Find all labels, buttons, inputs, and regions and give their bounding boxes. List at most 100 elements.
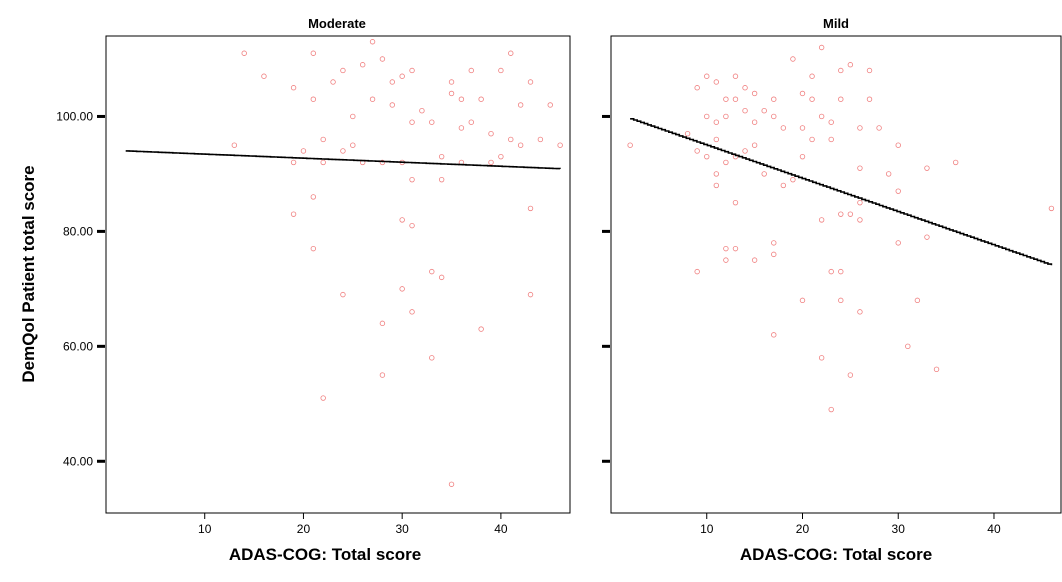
data-point [857,217,863,223]
data-point [438,176,445,183]
data-point [838,96,844,102]
data-point [290,159,297,166]
data-point [379,320,386,327]
data-point [847,62,854,68]
data-point [723,113,729,120]
data-point [876,125,882,131]
data-point [389,102,395,108]
data-point [409,309,415,315]
data-point [895,240,901,246]
data-point [340,148,346,154]
data-point [694,268,700,275]
data-point [488,159,494,166]
data-point [300,148,307,154]
data-point [818,113,825,120]
data-point [498,67,504,74]
data-point [330,79,336,85]
data-point [761,171,767,177]
data-point [732,199,739,206]
data-point [723,257,729,263]
data-point [340,291,346,298]
data-point [409,222,415,229]
x-tick-label: 10 [700,522,714,536]
data-point [448,79,455,85]
data-point [732,73,739,79]
data-point [310,245,317,252]
data-point [742,108,748,114]
data-points [231,39,563,487]
data-point [399,73,405,79]
data-point [508,136,514,143]
x-axis: 10 20 30 40 [198,513,508,536]
y-tick-label: 40.00 [63,454,93,468]
data-point [809,96,815,102]
data-point [369,96,376,102]
panel-title: Mild [823,16,849,31]
data-point [924,234,930,240]
data-point [799,153,806,160]
x-axis-title: ADAS-COG: Total score [740,545,932,564]
data-point [771,240,777,246]
data-point [458,96,465,102]
data-point [713,119,720,125]
x-tick-label: 10 [198,522,212,536]
data-point [771,96,777,102]
data-point [419,108,425,114]
x-tick-label: 40 [494,522,508,536]
data-point [799,125,806,131]
data-point [340,67,346,74]
data-point [885,171,892,177]
data-point [350,113,356,120]
data-point [704,113,710,120]
data-point [847,211,854,217]
x-axis-title: ADAS-COG: Total score [229,545,421,564]
data-point [694,148,700,154]
data-point [771,251,777,258]
data-point [508,50,514,56]
data-point [723,245,729,252]
data-point [389,79,395,85]
data-point [857,309,863,315]
x-axis: 10 20 30 40 [700,513,1001,536]
data-point [704,73,710,79]
data-point [771,332,777,338]
data-point [809,73,815,79]
data-point [742,148,748,154]
data-point [290,211,297,217]
data-point [429,268,435,275]
data-point [527,79,534,85]
data-point [857,199,863,206]
data-point [498,153,504,160]
data-point [231,142,238,148]
data-point [818,44,825,51]
data-point [838,297,844,304]
fit-line [630,118,1053,266]
data-point [952,159,959,166]
data-points [627,44,1055,413]
data-point [838,211,844,217]
data-point [857,165,863,171]
data-point [732,245,739,252]
data-point [799,90,806,97]
data-point [895,142,901,148]
data-point [713,182,720,189]
data-point [895,188,901,194]
data-point [704,153,710,160]
data-point [320,136,326,143]
data-point [723,96,729,102]
data-point [429,119,435,125]
data-point [310,194,317,200]
data-point [866,96,873,102]
data-point [409,176,415,183]
data-point [409,119,415,125]
data-point [448,90,455,97]
data-point [537,136,544,143]
data-point [933,366,940,373]
data-point [320,159,326,166]
plot-frame [610,35,1062,514]
data-point [780,182,787,189]
data-point [379,56,386,62]
data-point [780,125,787,131]
data-point [866,67,873,74]
